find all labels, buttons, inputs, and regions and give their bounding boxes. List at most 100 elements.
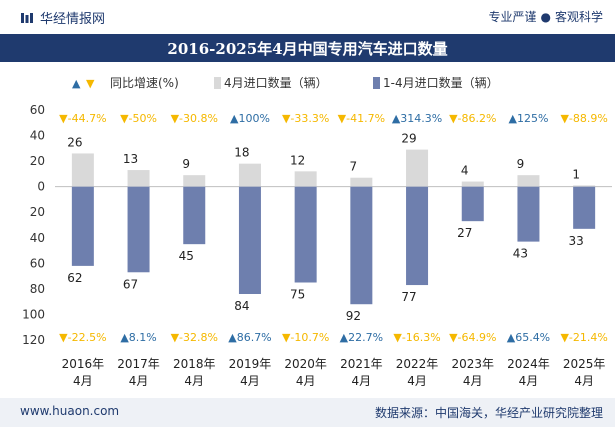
x-tick-month: 4月 [240, 374, 260, 388]
bar-april [461, 181, 484, 187]
data-source: 数据来源：中国海关，华经产业研究院整理 [374, 406, 603, 420]
bar-april [517, 175, 540, 187]
bar-ytd [71, 186, 94, 266]
y-tick-label: 60 [30, 103, 45, 117]
y-tick-label: 20 [30, 154, 45, 168]
bar-april [238, 163, 261, 187]
growth-april-label: ▼-86.2% [449, 112, 496, 125]
bars [71, 149, 596, 305]
legend-ytd-swatch [373, 77, 380, 89]
brand: 华经情报网 [20, 8, 105, 27]
growth-april-label: ▼-33.3% [282, 112, 329, 125]
x-tick-month: 4月 [352, 374, 372, 388]
x-tick-year: 2017年 [117, 357, 160, 371]
chart-title: 2016-2025年4月中国专用汽车进口数量 [0, 34, 615, 62]
growth-april-label: ▼-50% [120, 112, 157, 125]
legend-ytd-label: 1-4月进口数量（辆） [383, 75, 499, 90]
y-tick-label: 20 [30, 205, 45, 219]
bar-ytd [406, 186, 429, 286]
label-april: 12 [290, 153, 305, 167]
x-tick-year: 2023年 [451, 357, 494, 371]
top-bar: 华经情报网 专业严谨 ● 客观科学 [0, 0, 615, 34]
x-tick-year: 2019年 [229, 357, 272, 371]
y-tick-label: 120 [22, 333, 45, 347]
legend-down-icon: ▼ [86, 77, 95, 90]
growth-april-label: ▼-44.7% [59, 112, 106, 125]
label-april: 18 [234, 146, 249, 160]
legend-up-icon: ▲ [72, 77, 81, 90]
brand-name: 华经情报网 [40, 12, 106, 27]
growth-ytd-label: ▼-22.5% [59, 331, 106, 344]
x-tick-month: 4月 [296, 374, 316, 388]
tagline: 专业严谨 ● 客观科学 [488, 8, 603, 25]
label-ytd: 77 [401, 290, 416, 304]
x-tick-year: 2016年 [62, 357, 105, 371]
bar-ytd [461, 186, 484, 222]
growth-april-label: ▲314.3% [392, 112, 442, 125]
dot-icon: ● [540, 10, 551, 24]
label-april: 9 [182, 157, 190, 171]
label-ytd: 62 [67, 271, 82, 285]
bar-ytd [127, 186, 150, 273]
x-tick-year: 2021年 [340, 357, 383, 371]
chart: ▲ ▼ 同比增速(%) 4月进口数量（辆） 1-4月进口数量（辆） 60 40 20 0 20 4… [22, 75, 612, 388]
x-tick-year: 2025年 [563, 357, 606, 371]
growth-ytd-label: ▲8.1% [120, 331, 156, 344]
y-tick-label: 0 [37, 180, 45, 194]
bar-april [350, 177, 373, 187]
tagline-right: 客观科学 [554, 10, 603, 24]
label-ytd: 33 [569, 234, 584, 248]
bar-ytd [183, 186, 206, 245]
label-ytd: 84 [234, 299, 249, 313]
legend-growth-label: 同比增速(%) [110, 76, 179, 90]
bar-ytd [294, 186, 317, 283]
growth-ytd-label: ▼-64.9% [449, 331, 496, 344]
growth-labels: ▼-44.7% ▼-22.5% ▼-50% ▲8.1% ▼-30.8% ▼-32.8% ▲1… [59, 112, 608, 344]
x-tick-year: 2022年 [396, 357, 439, 371]
label-april: 9 [517, 157, 525, 171]
data-labels: 26 62 13 67 9 45 18 84 12 75 7 92 29 77 4 27 9 43 1 33 [67, 132, 584, 324]
x-tick-month: 4月 [129, 374, 149, 388]
x-tick-year: 2020年 [284, 357, 327, 371]
label-ytd: 75 [290, 288, 305, 302]
x-tick-year: 2018年 [173, 357, 216, 371]
y-tick-label: 60 [30, 256, 45, 270]
label-april: 4 [461, 164, 469, 178]
x-tick-month: 4月 [519, 374, 539, 388]
label-april: 29 [401, 132, 416, 146]
growth-ytd-label: ▲22.7% [340, 331, 383, 344]
label-ytd: 67 [123, 277, 138, 291]
growth-april-label: ▲125% [508, 112, 548, 125]
x-tick-month: 4月 [73, 374, 93, 388]
growth-ytd-label: ▼-32.8% [171, 331, 218, 344]
brand-logo-icon [21, 12, 33, 23]
x-tick-year: 2024年 [507, 357, 550, 371]
bar-april [71, 153, 94, 187]
bar-april [127, 170, 150, 187]
x-tick-month: 4月 [574, 374, 594, 388]
label-april: 26 [67, 135, 82, 149]
growth-ytd-label: ▲65.4% [507, 331, 550, 344]
y-tick-label: 40 [30, 129, 45, 143]
growth-april-label: ▼-41.7% [338, 112, 385, 125]
bar-ytd [350, 186, 373, 305]
bar-april [573, 185, 596, 187]
footer: www.huaon.com 数据来源：中国海关，华经产业研究院整理 [0, 398, 615, 427]
growth-april-label: ▼-30.8% [171, 112, 218, 125]
bar-ytd [517, 186, 540, 242]
growth-ytd-label: ▼-10.7% [282, 331, 329, 344]
label-ytd: 92 [346, 309, 361, 323]
bar-ytd [573, 186, 596, 229]
growth-ytd-label: ▲86.7% [228, 331, 271, 344]
label-ytd: 45 [179, 249, 194, 263]
legend: ▲ ▼ 同比增速(%) 4月进口数量（辆） 1-4月进口数量（辆） [72, 75, 499, 90]
label-april: 13 [123, 152, 138, 166]
bar-april [294, 171, 317, 187]
x-tick-month: 4月 [184, 374, 204, 388]
x-tick-month: 4月 [407, 374, 427, 388]
bar-april [406, 149, 429, 187]
label-ytd: 43 [513, 247, 528, 261]
growth-ytd-label: ▼-21.4% [560, 331, 607, 344]
bar-april [183, 175, 206, 187]
y-tick-label: 100 [22, 307, 45, 321]
